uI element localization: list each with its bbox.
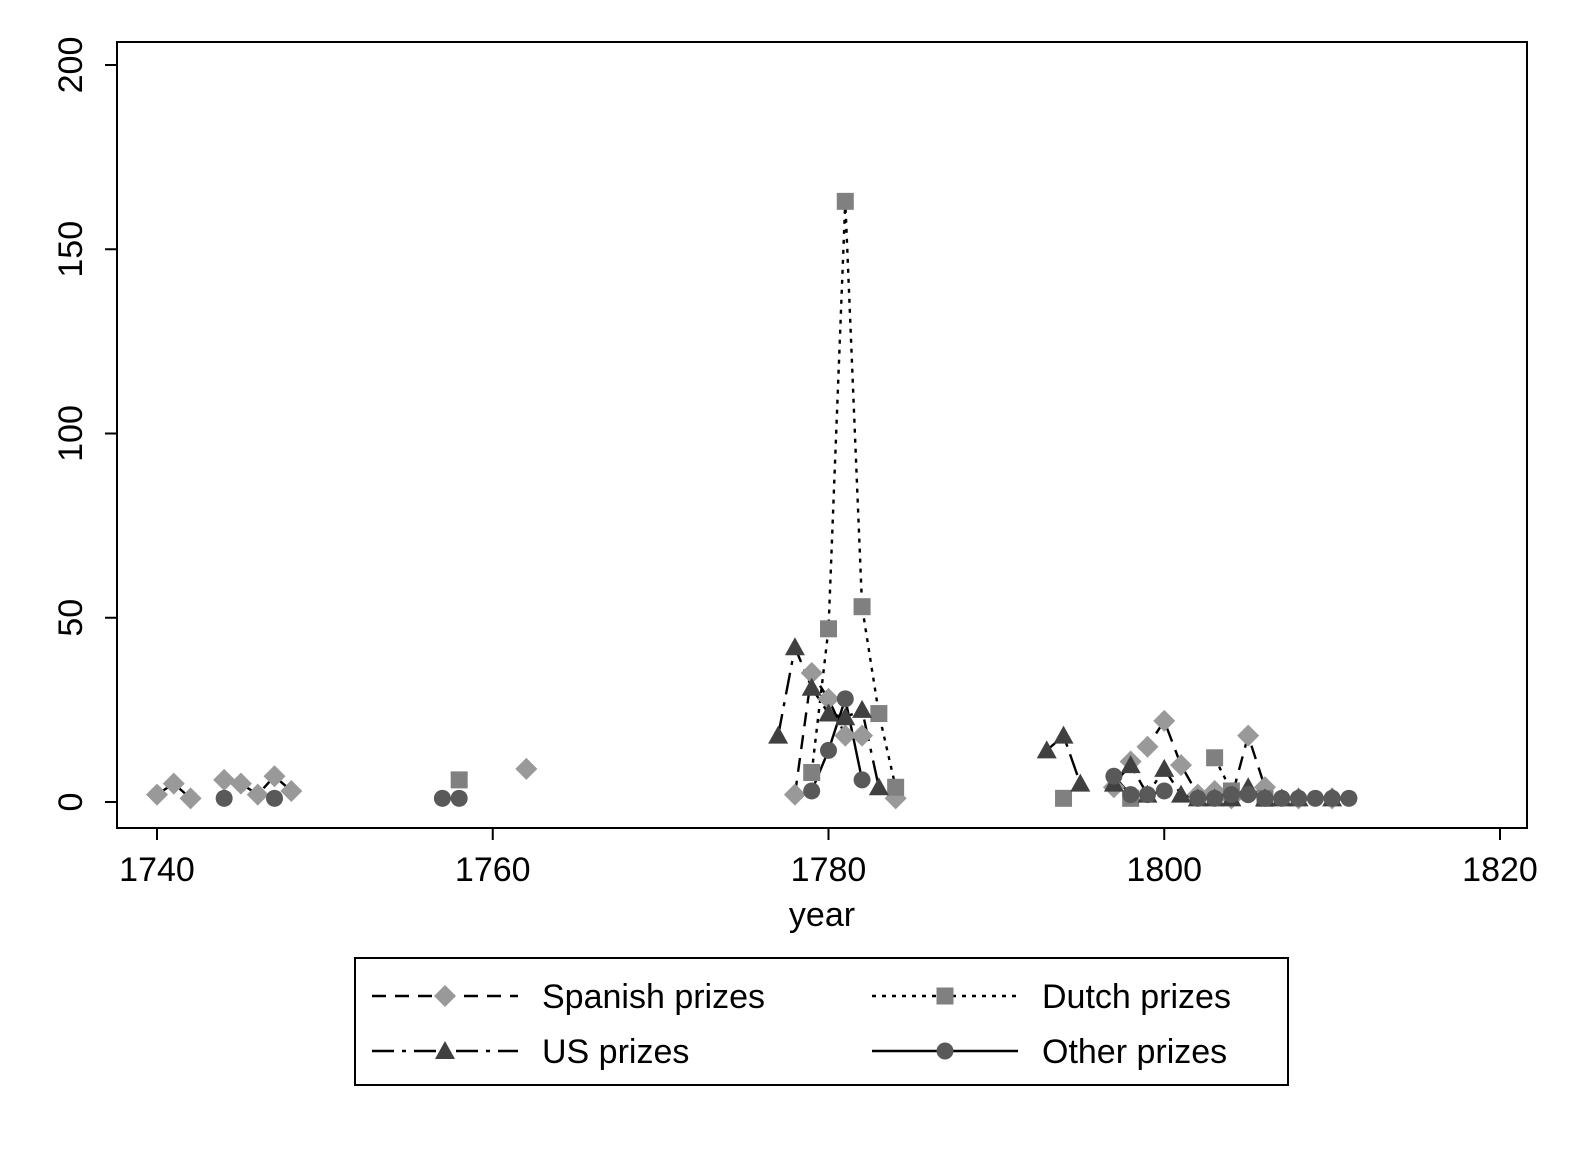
us-prizes-point — [784, 637, 805, 656]
us-prizes-line — [1045, 733, 1082, 784]
spanish-prizes-point — [851, 724, 874, 747]
other-prizes-point — [1155, 782, 1173, 800]
spanish-prizes-point — [213, 768, 236, 791]
y-axis: 0 50 100 150 200 — [52, 37, 117, 812]
legend-marker — [435, 1041, 455, 1059]
spanish-prizes-point — [280, 779, 303, 802]
spanish-prizes-point — [263, 765, 286, 788]
y-tick-label: 200 — [52, 37, 90, 94]
other-prizes-point — [450, 789, 468, 807]
y-tick-label: 150 — [52, 221, 90, 278]
us-prizes-point — [768, 725, 789, 744]
series-lines — [156, 201, 1349, 800]
x-tick-label: 1780 — [791, 851, 867, 889]
series-markers — [146, 192, 1358, 810]
spanish-prizes-point — [246, 783, 269, 806]
other-prizes-point — [803, 782, 821, 800]
legend-item-dutch-prizes: Dutch prizes — [872, 978, 1231, 1016]
other-prizes-point — [1256, 789, 1274, 807]
legend-label: Other prizes — [1042, 1033, 1227, 1071]
other-prizes-point — [1273, 789, 1291, 807]
spanish-prizes-line — [793, 669, 863, 795]
x-tick-label: 1760 — [455, 851, 531, 889]
x-tick-label: 1800 — [1126, 851, 1202, 889]
spanish-prizes-line — [1112, 718, 1267, 800]
legend-label: Dutch prizes — [1042, 978, 1231, 1016]
other-prizes-point — [1189, 789, 1207, 807]
other-prizes-point — [1290, 789, 1308, 807]
legend-label: Spanish prizes — [542, 978, 765, 1016]
us-prizes-point — [818, 703, 839, 722]
dutch-prizes-point — [887, 778, 905, 796]
x-tick-label: 1740 — [119, 851, 195, 889]
spanish-prizes-point — [817, 687, 840, 710]
legend-marker — [936, 987, 954, 1005]
legend-marker — [936, 1042, 954, 1060]
other-prizes-point — [1222, 786, 1240, 804]
spanish-prizes-point — [783, 783, 806, 806]
spanish-prizes-point — [1237, 724, 1260, 747]
us-prizes-point — [1053, 725, 1074, 744]
spanish-prizes-point — [229, 772, 252, 795]
legend-marker — [434, 985, 456, 1007]
dutch-prizes-point — [836, 192, 854, 210]
other-prizes-point — [1122, 786, 1140, 804]
other-prizes-point — [1323, 789, 1341, 807]
dutch-prizes-line — [810, 201, 897, 788]
other-prizes-point — [1206, 789, 1224, 807]
us-prizes-point — [868, 777, 889, 796]
y-tick-label: 100 — [52, 405, 90, 462]
us-prizes-point — [801, 677, 822, 696]
other-prizes-point — [266, 789, 284, 807]
spanish-prizes-point — [1170, 754, 1193, 777]
spanish-prizes-point — [834, 724, 857, 747]
us-prizes-point — [1171, 784, 1192, 803]
other-prizes-point — [853, 771, 871, 789]
spanish-prizes-point — [162, 772, 185, 795]
other-prizes-point — [1239, 786, 1257, 804]
x-axis: 1740 1760 1780 1800 1820 — [119, 828, 1538, 889]
x-axis-title: year — [789, 896, 855, 934]
spanish-prizes-point — [179, 787, 202, 810]
other-prizes-point — [215, 789, 233, 807]
legend-frame — [354, 957, 1289, 1086]
spanish-prizes-point — [800, 662, 823, 685]
legend-item-spanish-prizes: Spanish prizes — [372, 978, 765, 1016]
other-prizes-point — [1306, 789, 1324, 807]
other-prizes-point — [1340, 789, 1358, 807]
dutch-prizes-point — [1206, 749, 1224, 767]
dutch-prizes-point — [1055, 789, 1073, 807]
legend-item-us-prizes: US prizes — [372, 1033, 689, 1071]
us-prizes-point — [852, 699, 873, 718]
other-prizes-point — [1105, 767, 1123, 785]
other-prizes-point — [433, 789, 451, 807]
us-prizes-point — [1154, 758, 1175, 777]
legend: Spanish prizes Dutch prizes US prizes Other… — [354, 957, 1289, 1086]
y-tick-label: 50 — [52, 599, 90, 637]
legend-item-other-prizes: Other prizes — [872, 1033, 1227, 1071]
dutch-prizes-point — [870, 705, 888, 723]
plot-area-frame — [116, 41, 1528, 829]
legend-label: US prizes — [542, 1033, 689, 1071]
dutch-prizes-point — [803, 764, 821, 782]
us-prizes-point — [835, 707, 856, 726]
spanish-prizes-point — [1136, 735, 1159, 758]
other-prizes-point — [820, 741, 837, 759]
us-prizes-point — [1070, 773, 1091, 792]
spanish-prizes-point — [515, 757, 538, 780]
x-tick-label: 1820 — [1462, 851, 1538, 889]
dutch-prizes-point — [820, 620, 837, 638]
spanish-prizes-point — [146, 783, 168, 806]
y-tick-label: 0 — [52, 793, 90, 812]
other-prizes-point — [836, 690, 854, 708]
us-prizes-point — [1036, 740, 1057, 759]
other-prizes-point — [1138, 786, 1156, 804]
us-prizes-point — [1120, 755, 1141, 774]
dutch-prizes-point — [450, 771, 468, 789]
spanish-prizes-point — [1153, 709, 1176, 732]
dutch-prizes-point — [853, 598, 871, 616]
